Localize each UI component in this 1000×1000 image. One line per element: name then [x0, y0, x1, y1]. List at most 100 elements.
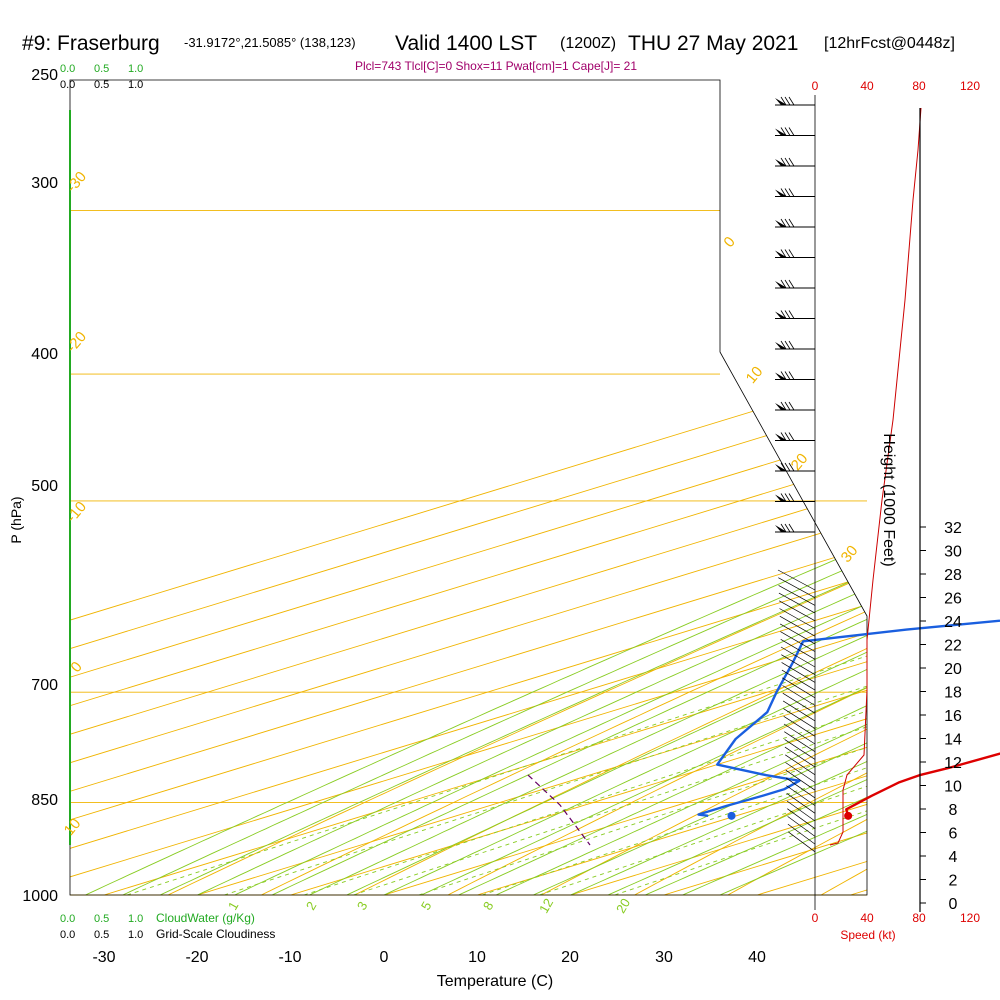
- cloud-tick-top-1: 0.5: [94, 79, 109, 91]
- wind-barb-low: [782, 685, 816, 706]
- wind-barb-tick: [788, 401, 795, 411]
- p-tick-1000: 1000: [22, 888, 58, 905]
- wind-barb-flag: [775, 403, 787, 410]
- height-tick-label: 28: [944, 567, 962, 584]
- moist-adiabat: [682, 106, 867, 895]
- wind-barb-tick: [780, 157, 787, 167]
- height-tick-label: 20: [944, 661, 962, 678]
- wind-barb-tick: [784, 432, 791, 441]
- wind-barb-low: [783, 708, 816, 729]
- isotherm-label: -10: [63, 498, 90, 526]
- moist-adiabat: [271, 106, 867, 895]
- cloud-tick-bot-1: 0.5: [94, 929, 109, 941]
- mixing-ratio-line: [303, 373, 867, 895]
- isotherm-line: [70, 106, 867, 895]
- forecast-label: [12hrFcst@0448z]: [824, 35, 955, 52]
- stability-indices: Plcl=743 Tlcl[C]=0 Shox=11 Pwat[cm]=1 Ca…: [355, 59, 637, 73]
- mixing-ratio-label: 5: [418, 899, 435, 913]
- isotherm-label: 0: [720, 233, 738, 250]
- p-tick-400: 400: [31, 346, 58, 363]
- t-tick-m20: -20: [185, 949, 208, 966]
- speed-tick-top-40: 40: [860, 79, 874, 93]
- isotherm-line: [850, 106, 867, 895]
- wind-barb-low: [787, 823, 816, 845]
- height-tick-label: 22: [944, 638, 962, 655]
- height-tick-label: 0: [949, 896, 958, 913]
- mixing-ratio-lines: [126, 373, 867, 895]
- sounding-profiles: [527, 619, 1000, 846]
- wind-barb-tick: [784, 523, 791, 533]
- wind-barb-low: [780, 646, 816, 668]
- parcel-path: [527, 774, 591, 846]
- valid-time: Valid 1400 LST: [395, 32, 537, 55]
- plot-outline: [69, 79, 868, 896]
- p-tick-300: 300: [31, 175, 58, 192]
- wind-barb-tick: [788, 96, 795, 106]
- wind-barb-low: [779, 608, 816, 629]
- dry-adiabat: [299, 83, 867, 895]
- wind-barbs: [775, 96, 816, 853]
- cloud-tick-top-2: 1.0: [128, 79, 143, 91]
- wind-barb-tick: [780, 218, 787, 228]
- wind-barb-tick: [788, 310, 795, 319]
- wind-barb-tick: [784, 188, 791, 197]
- moist-adiabat: [458, 106, 867, 895]
- wind-barb-tick: [788, 493, 795, 502]
- wind-barb-tick: [780, 249, 787, 258]
- wind-barb-tick: [780, 432, 787, 441]
- wind-barb-low: [786, 793, 816, 814]
- moist-adiabat: [122, 106, 867, 895]
- wind-barb-tick: [788, 218, 795, 228]
- mixing-ratio-line: [126, 373, 867, 895]
- p-tick-850: 850: [31, 792, 58, 809]
- wind-barb-low: [778, 585, 816, 606]
- wind-barb-low: [782, 700, 816, 722]
- cloud-tick-top-green-2: 1.0: [128, 63, 143, 75]
- wind-barb-tick: [780, 523, 787, 533]
- isobar-lines: [70, 210, 867, 896]
- p-tick-250: 250: [31, 67, 58, 84]
- grid-cloudiness-label: Grid-Scale Cloudiness: [156, 927, 275, 941]
- wind-barb-flag: [775, 159, 787, 166]
- station-coords: -31.9172°,21.5085° (138,123): [184, 35, 356, 50]
- wind-barb-low: [781, 662, 816, 683]
- dry-adiabat-lines: [109, 83, 1000, 923]
- wind-barb-flag: [775, 250, 787, 258]
- speed-tick-bot-0: 0: [812, 911, 819, 925]
- surface-dewpoint-marker: [727, 811, 736, 820]
- wind-barb-low: [785, 769, 816, 791]
- dry-adiabat: [962, 84, 1000, 923]
- wind-barb-low: [780, 638, 816, 660]
- mixing-ratio-line: [418, 373, 867, 895]
- moist-adiabat: [197, 106, 867, 895]
- mixing-ratio-line: [614, 373, 867, 895]
- wind-barb-low: [785, 754, 816, 776]
- cloud-tick-bot-green-2: 1.0: [128, 913, 143, 925]
- wind-barb-low: [784, 746, 816, 768]
- moist-adiabat: [346, 106, 867, 895]
- wind-barb-tick: [784, 279, 791, 289]
- height-axis-label: Height (1000 Feet): [880, 433, 897, 566]
- height-tick-label: 12: [944, 755, 962, 772]
- cloud-tick-bot-green-1: 0.5: [94, 913, 109, 925]
- wind-barb-flag: [775, 189, 787, 197]
- wind-barb-tick: [780, 371, 787, 380]
- wind-barb-flag: [775, 281, 787, 288]
- wind-barb-tick: [784, 127, 791, 136]
- wind-barb-tick: [784, 96, 791, 106]
- wind-barb-low: [784, 739, 816, 760]
- p-tick-500: 500: [31, 478, 58, 495]
- dry-adiabat: [488, 83, 867, 895]
- isotherm-label: -20: [63, 328, 90, 356]
- speed-tick-bot-80: 80: [912, 911, 926, 925]
- isotherm-line: [70, 106, 867, 895]
- surface-temp-marker: [844, 811, 853, 820]
- pressure-axis: 250 300 400 500 700 850 1000 P (hPa): [8, 67, 58, 905]
- wind-barb-low: [785, 762, 816, 783]
- dry-adiabat: [677, 83, 867, 895]
- height-tick-label: 10: [944, 779, 962, 796]
- wind-barb-low: [786, 785, 816, 806]
